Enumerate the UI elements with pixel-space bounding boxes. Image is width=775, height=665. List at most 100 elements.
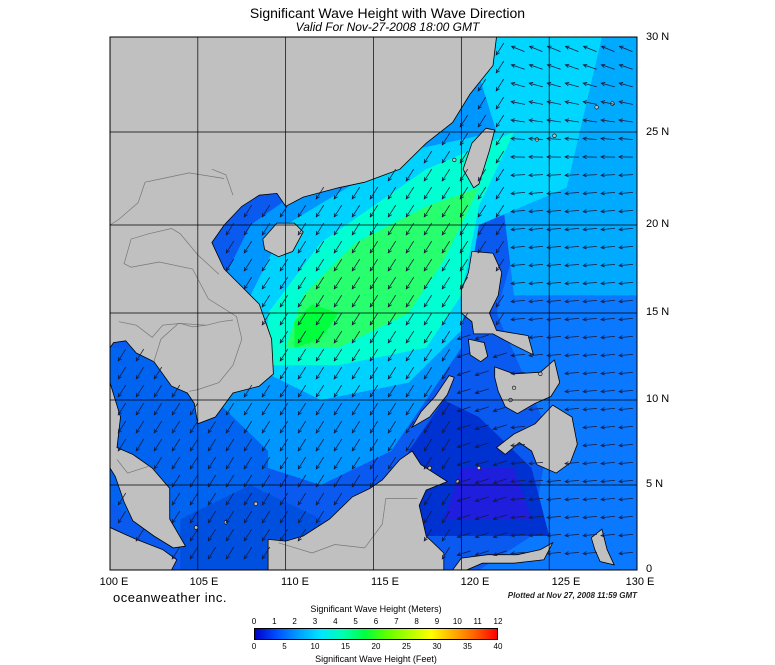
wave-direction-arrow: [618, 173, 634, 178]
wave-direction-arrow: [225, 420, 235, 434]
wave-direction-arrow: [441, 510, 451, 524]
wave-direction-arrow: [207, 438, 217, 452]
wave-direction-arrow: [387, 348, 397, 362]
wave-direction-arrow: [618, 227, 634, 232]
wave-direction-arrow: [546, 245, 562, 250]
wave-direction-arrow: [528, 100, 543, 105]
colorbar-feet-tick: 30: [432, 642, 442, 651]
wave-direction-arrow: [387, 240, 397, 254]
land-borneo: [267, 450, 449, 570]
wave-direction-arrow: [423, 384, 433, 398]
wave-direction-arrow: [618, 136, 634, 141]
wave-direction-arrow: [423, 438, 433, 452]
wave-direction-arrow: [600, 335, 616, 340]
wave-direction-arrow: [600, 371, 616, 376]
wave-direction-arrow: [564, 353, 580, 358]
wave-direction-arrow: [279, 366, 289, 380]
wave-direction-arrow: [261, 456, 271, 470]
wave-direction-arrow: [582, 209, 598, 214]
zone-scs-core: [294, 304, 339, 348]
wave-direction-arrow: [297, 276, 307, 290]
wave-direction-arrow: [441, 204, 451, 218]
wave-direction-arrow: [546, 335, 562, 340]
wave-direction-arrow: [618, 479, 634, 484]
lat-label-0: 0: [646, 563, 653, 575]
wave-direction-arrow: [510, 136, 526, 141]
wave-direction-arrow: [510, 209, 526, 214]
wave-direction-arrow: [456, 334, 471, 341]
wave-direction-arrow: [243, 510, 253, 524]
wave-direction-arrow: [546, 100, 561, 105]
wave-direction-arrow: [279, 492, 289, 506]
wave-direction-arrow: [315, 474, 325, 488]
wave-direction-arrow: [528, 45, 543, 53]
wave-direction-arrow: [387, 186, 397, 200]
wave-direction-arrow: [261, 294, 271, 308]
small-island-11: [193, 525, 199, 530]
wave-direction-arrow: [405, 276, 415, 290]
wave-direction-arrow: [189, 402, 199, 416]
wave-direction-arrow: [243, 402, 253, 416]
wave-direction-arrow: [582, 191, 598, 196]
wave-direction-arrow: [456, 496, 471, 503]
wave-direction-arrow: [459, 204, 469, 218]
wave-direction-arrow: [351, 348, 361, 362]
wave-direction-arrow: [297, 456, 307, 470]
colorbar-meters-tick: 10: [452, 617, 462, 626]
wave-direction-arrow: [171, 492, 181, 506]
wave-direction-arrow: [582, 461, 598, 466]
wave-direction-arrow: [315, 240, 325, 254]
lon-label-100e: 100 E: [99, 576, 129, 588]
wave-direction-arrow: [333, 456, 343, 470]
wave-direction-arrow: [510, 497, 526, 502]
wave-direction-arrow: [279, 312, 289, 326]
wave-direction-arrow: [189, 492, 199, 506]
wave-direction-arrow: [405, 420, 415, 434]
wave-direction-arrow: [315, 186, 325, 200]
wave-direction-arrow: [582, 407, 598, 412]
wave-direction-arrow: [564, 227, 580, 232]
wave-direction-arrow: [333, 276, 343, 290]
small-island-0: [427, 465, 432, 471]
wave-direction-arrow: [600, 281, 616, 286]
lon-label-130e: 130 E: [625, 576, 655, 588]
wave-direction-arrow: [405, 330, 415, 344]
wave-direction-arrow: [441, 150, 451, 164]
wave-direction-arrow: [279, 330, 289, 344]
wave-direction-arrow: [423, 258, 433, 272]
wave-direction-arrow: [618, 245, 634, 250]
wave-direction-arrow: [351, 186, 361, 200]
wave-direction-arrow: [441, 330, 451, 344]
wave-direction-arrow: [243, 258, 253, 272]
wave-direction-arrow: [546, 353, 562, 358]
wave-direction-arrow: [369, 294, 379, 308]
wave-direction-arrow: [456, 388, 471, 395]
wave-direction-arrow: [405, 222, 415, 236]
wave-direction-arrow: [618, 100, 633, 105]
country-border-0: [110, 172, 225, 226]
wave-direction-arrow: [405, 438, 415, 452]
wave-direction-arrow: [528, 209, 544, 214]
wave-direction-arrow: [297, 420, 307, 434]
wave-direction-arrow: [564, 479, 580, 484]
wave-direction-arrow: [582, 443, 598, 448]
wave-direction-arrow: [528, 63, 543, 70]
wave-direction-arrow: [492, 478, 507, 485]
wave-direction-arrow: [528, 407, 544, 412]
country-border-3: [189, 316, 243, 392]
land-halmahera: [590, 528, 615, 566]
wave-direction-arrow: [582, 118, 597, 123]
wave-direction-arrow: [279, 456, 289, 470]
colorbar-meters-tick: 2: [292, 617, 297, 626]
zone-scs-green: [285, 187, 479, 348]
wave-direction-arrow: [618, 118, 633, 123]
wave-direction-arrow: [225, 438, 235, 452]
wave-direction-arrow: [333, 294, 343, 308]
wave-direction-arrow: [135, 420, 145, 434]
wave-direction-arrow: [528, 136, 544, 141]
wave-direction-arrow: [171, 420, 181, 434]
wave-direction-arrow: [510, 45, 525, 53]
wave-direction-arrow: [564, 82, 579, 88]
wave-direction-arrow: [297, 312, 307, 326]
land-sumatra: [110, 527, 178, 570]
